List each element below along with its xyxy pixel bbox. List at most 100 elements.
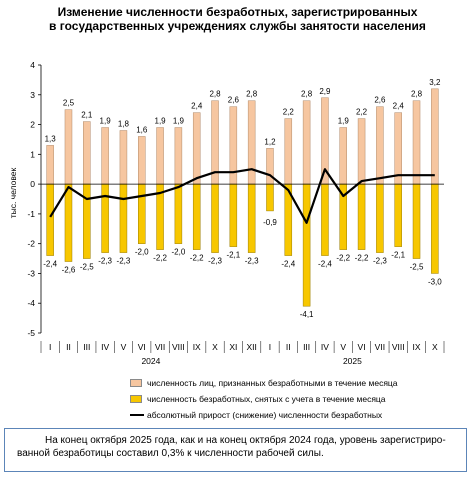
data-label-removed: -0,9 xyxy=(263,218,277,227)
year-label: 2024 xyxy=(141,356,160,366)
data-label-registered: 2,6 xyxy=(374,96,386,105)
x-tick-label: IX xyxy=(193,342,201,352)
chart-title-line-1: Изменение численности безработных, зарег… xyxy=(57,5,418,19)
info-note-text: На конец октября 2025 года, как и на кон… xyxy=(17,435,446,459)
data-label-registered: 1,3 xyxy=(45,134,57,143)
y-tick-label: 4 xyxy=(30,60,35,70)
bar-removed xyxy=(302,183,311,307)
bar-registered xyxy=(119,130,128,185)
y-tick-label: 3 xyxy=(30,90,35,100)
x-tick-label: VII xyxy=(155,342,165,352)
bar-registered xyxy=(431,88,439,185)
data-label-removed: -2,3 xyxy=(117,257,131,266)
data-label-registered: 2,8 xyxy=(209,90,221,99)
x-tick-label: V xyxy=(121,342,127,352)
x-tick-label: II xyxy=(66,342,71,352)
data-label-registered: 1,2 xyxy=(264,137,276,146)
data-label-removed: -2,3 xyxy=(208,257,222,266)
data-label-removed: -2,2 xyxy=(190,254,204,263)
x-tick-label: IX xyxy=(413,342,421,352)
data-label-removed: -2,1 xyxy=(391,251,405,260)
bar-registered xyxy=(394,112,402,185)
bar-registered xyxy=(174,127,183,185)
chart-title-line-2: в государственных учреждениях службы зан… xyxy=(49,19,426,33)
bar-registered xyxy=(357,118,366,185)
y-tick-label: 1 xyxy=(30,149,35,159)
data-label-removed: -2,5 xyxy=(80,263,94,272)
x-tick-label: VIII xyxy=(392,342,405,352)
data-label-removed: -2,6 xyxy=(62,266,76,275)
bar-removed xyxy=(266,183,274,212)
data-label-registered: 2,6 xyxy=(228,96,240,105)
y-tick-label: -3 xyxy=(27,268,35,278)
x-tick-label: VII xyxy=(375,342,385,352)
data-label-removed: -2,5 xyxy=(410,263,424,272)
data-label-removed: -2,3 xyxy=(373,257,387,266)
data-label-removed: -2,4 xyxy=(43,260,57,269)
data-label-removed: -3,0 xyxy=(428,277,442,286)
bar-removed xyxy=(376,183,384,253)
bar-removed xyxy=(101,183,109,253)
bar-registered xyxy=(266,148,274,185)
x-tick-label: IV xyxy=(101,342,109,352)
data-label-registered: 2,8 xyxy=(246,90,258,99)
x-tick-label: XI xyxy=(229,342,237,352)
data-label-removed: -2,4 xyxy=(281,260,295,269)
data-label-registered: 2,4 xyxy=(191,102,203,111)
x-tick-label: XII xyxy=(246,342,256,352)
x-tick-label: V xyxy=(340,342,346,352)
data-label-removed: -2,3 xyxy=(245,257,259,266)
data-label-removed: -2,4 xyxy=(318,260,332,269)
year-label: 2025 xyxy=(343,356,362,366)
bar-registered xyxy=(138,136,146,185)
y-tick-label: -2 xyxy=(27,239,35,249)
y-tick-label: 0 xyxy=(30,179,35,189)
bar-removed xyxy=(247,183,256,253)
chart-plot: -5 -4 -3 -2 -1 0 1 2 3 4 тыс. человек 1,3 -2,4 2,5 -2,… xyxy=(8,60,445,366)
x-tick-label: II xyxy=(286,342,291,352)
bar-removed xyxy=(229,183,238,247)
data-label-registered: 1,9 xyxy=(173,117,185,126)
data-label-removed: -2,2 xyxy=(355,254,369,263)
bar-removed xyxy=(192,183,201,250)
bar-removed xyxy=(431,183,439,274)
data-label-registered: 1,9 xyxy=(155,117,167,126)
bar-registered xyxy=(339,127,347,185)
bar-registered xyxy=(156,127,164,185)
y-tick-label: -4 xyxy=(27,298,35,308)
chart-title: Изменение численности безработных, зарег… xyxy=(0,5,475,33)
data-label-registered: 1,6 xyxy=(136,125,148,134)
bar-removed xyxy=(321,183,329,256)
data-label-removed: -4,1 xyxy=(300,310,314,319)
data-label-registered: 2,4 xyxy=(393,102,405,111)
bar-removed xyxy=(174,183,183,244)
data-label-removed: -2,2 xyxy=(336,254,350,263)
data-label-registered: 2,8 xyxy=(301,90,313,99)
data-label-registered: 3,2 xyxy=(429,78,441,87)
x-tick-label: III xyxy=(303,342,310,352)
bar-registered xyxy=(192,112,201,185)
data-label-removed: -2,1 xyxy=(226,251,240,260)
bar-registered xyxy=(412,100,421,185)
x-tick-label: X xyxy=(212,342,218,352)
data-label-registered: 2,5 xyxy=(63,99,75,108)
bar-removed xyxy=(138,183,146,244)
bar-removed xyxy=(211,183,219,253)
bar-registered xyxy=(101,127,109,185)
y-tick-label: 2 xyxy=(30,120,35,130)
bar-removed xyxy=(119,183,128,253)
data-label-registered: 2,9 xyxy=(319,87,331,96)
y-tick-label: -1 xyxy=(27,209,35,219)
x-tick-label: VI xyxy=(358,342,366,352)
bar-removed xyxy=(64,183,73,262)
bar-removed xyxy=(83,183,91,259)
data-label-registered: 2,2 xyxy=(283,108,295,117)
x-tick-label: VIII xyxy=(172,342,185,352)
info-note: На конец октября 2025 года, как и на кон… xyxy=(4,428,467,472)
x-tick-label: X xyxy=(432,342,438,352)
data-label-registered: 2,2 xyxy=(356,108,368,117)
data-label-removed: -2,0 xyxy=(171,248,185,257)
data-label-registered: 2,8 xyxy=(411,90,423,99)
line-net-change xyxy=(49,168,435,224)
x-tick-label: IV xyxy=(321,342,329,352)
